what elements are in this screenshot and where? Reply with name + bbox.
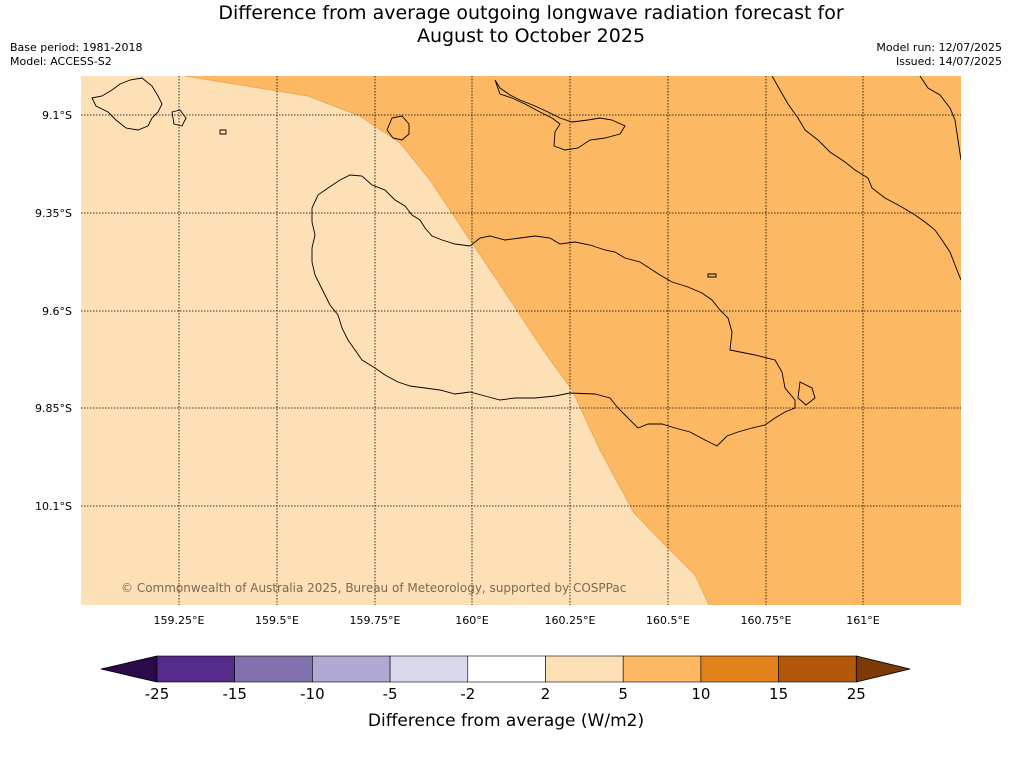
longitude-label: 159.75°E xyxy=(350,614,401,627)
latitude-label: 9.85°S xyxy=(35,402,72,415)
longitude-label: 160.5°E xyxy=(646,614,690,627)
copyright-notice: © Commonwealth of Australia 2025, Bureau… xyxy=(121,581,626,595)
latitude-label: 9.1°S xyxy=(42,109,72,122)
anomaly-band-5-to-10 xyxy=(185,76,961,605)
meta-left: Base period: 1981-2018 Model: ACCESS-S2 xyxy=(10,41,142,69)
title-line-1: Difference from average outgoing longwav… xyxy=(218,2,844,24)
colorbar-segment xyxy=(312,655,391,683)
base-period: Base period: 1981-2018 xyxy=(10,41,143,54)
colorbar xyxy=(100,655,911,683)
colorbar-segment xyxy=(622,655,702,683)
latitude-label: 9.35°S xyxy=(35,207,72,220)
colorbar-extend-high xyxy=(855,655,911,683)
title-line-2: August to October 2025 xyxy=(416,25,646,47)
colorbar-tick-label: 5 xyxy=(618,685,628,703)
colorbar-segment xyxy=(156,655,235,683)
longitude-label: 159.25°E xyxy=(154,614,205,627)
colorbar-segment xyxy=(389,655,469,683)
latitude-label: 10.1°S xyxy=(35,500,72,513)
colorbar-tick-label: -5 xyxy=(383,685,398,703)
colorbar-tick-label: 25 xyxy=(847,685,866,703)
colorbar-tick-label: 10 xyxy=(691,685,710,703)
colorbar-tick-label: 2 xyxy=(541,685,551,703)
longitude-label: 161°E xyxy=(846,614,879,627)
longitude-label: 160.75°E xyxy=(741,614,792,627)
coastlines xyxy=(91,76,961,447)
longitude-labels: 159.25°E 159.5°E 159.75°E 160°E 160.25°E 160.… xyxy=(154,614,880,627)
colorbar-tick-label: -10 xyxy=(300,685,325,703)
map-title: Difference from average outgoing longwav… xyxy=(0,2,1011,48)
colorbar-tick-label: -25 xyxy=(145,685,170,703)
colorbar-ticks: -25 -15 -10 -5 -2 2 5 10 15 25 xyxy=(145,685,866,703)
colorbar-segment xyxy=(778,655,857,683)
map-panel: © Commonwealth of Australia 2025, Bureau… xyxy=(81,76,961,605)
longitude-label: 160.25°E xyxy=(545,614,596,627)
longitude-label: 159.5°E xyxy=(255,614,299,627)
colorbar-tick-label: 15 xyxy=(769,685,788,703)
colorbar-segment xyxy=(700,655,779,683)
colorbar-segment xyxy=(467,655,546,683)
colorbar-extend-low xyxy=(100,655,158,683)
colorbar-tick-label: -2 xyxy=(460,685,475,703)
latitude-label: 9.6°S xyxy=(42,305,72,318)
graticule xyxy=(81,76,961,605)
colorbar-tick-label: -15 xyxy=(222,685,247,703)
colorbar-segment xyxy=(545,655,624,683)
meta-right: Model run: 12/07/2025 Issued: 14/07/2025 xyxy=(876,41,1002,69)
model-name: Model: ACCESS-S2 xyxy=(10,55,112,68)
latitude-labels: 9.1°S 9.35°S 9.6°S 9.85°S 10.1°S xyxy=(35,109,72,513)
issued-date: Issued: 14/07/2025 xyxy=(895,55,1002,68)
colorbar-segment xyxy=(234,655,313,683)
longitude-label: 160°E xyxy=(455,614,488,627)
model-run: Model run: 12/07/2025 xyxy=(876,41,1002,54)
colorbar-title: Difference from average (W/m2) xyxy=(368,711,644,731)
